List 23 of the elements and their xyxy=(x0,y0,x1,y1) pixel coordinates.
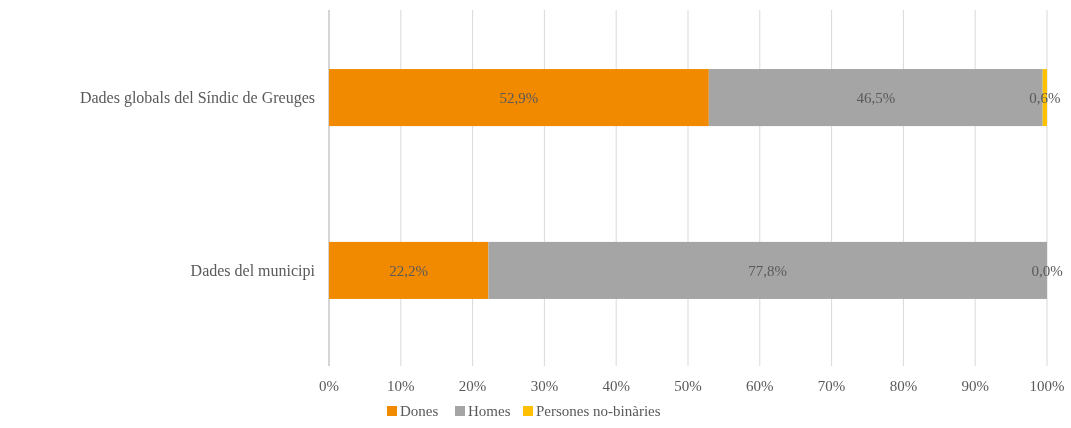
legend-label: Dones xyxy=(400,403,439,419)
x-tick-label: 60% xyxy=(746,378,774,394)
bar xyxy=(329,241,489,299)
data-label: 46,5% xyxy=(856,89,896,106)
x-tick-label: 100% xyxy=(1029,378,1065,394)
data-label: 77,8% xyxy=(748,262,788,279)
x-tick-label: 70% xyxy=(817,378,846,394)
x-tick-label: 90% xyxy=(961,378,989,394)
x-tick-label: 20% xyxy=(458,378,487,394)
x-tick-label: 0% xyxy=(319,378,339,394)
data-label: 22,2% xyxy=(389,262,429,279)
x-tick-label: 10% xyxy=(387,378,415,394)
legend-label: Persones no-binàries xyxy=(536,403,661,419)
x-tick-label: 40% xyxy=(602,378,630,394)
bar xyxy=(329,69,709,127)
legend-label: Homes xyxy=(468,403,511,419)
x-tick-label: 50% xyxy=(674,378,702,394)
y-tick-label: Dades del municipi xyxy=(190,262,316,281)
data-label: 52,9% xyxy=(499,89,539,106)
y-tick-label: Dades globals del Síndic de Greuges xyxy=(79,89,315,108)
x-tick-label: 80% xyxy=(889,378,918,394)
data-label: 0,0% xyxy=(1031,262,1063,279)
x-tick-label: 30% xyxy=(530,378,559,394)
